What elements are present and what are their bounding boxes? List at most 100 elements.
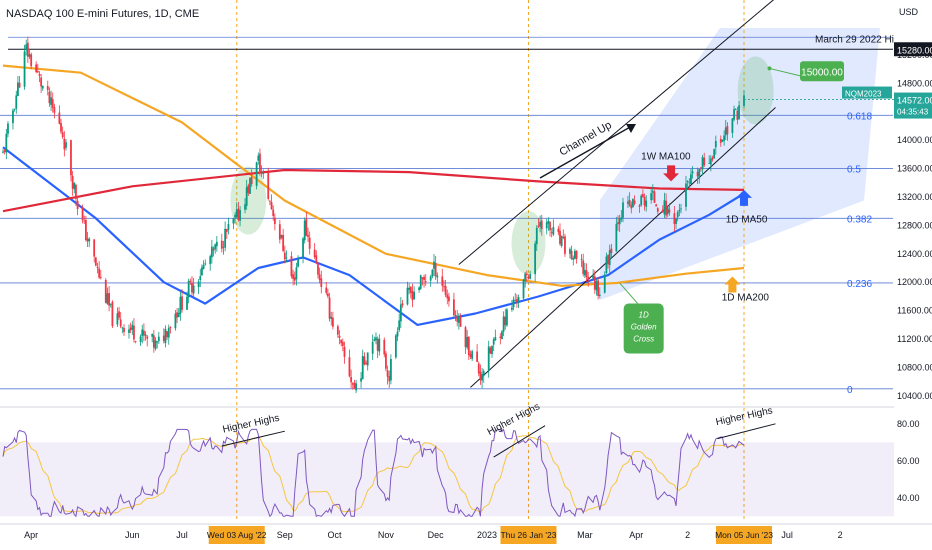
candle-body — [703, 157, 706, 166]
candle-body — [444, 285, 447, 295]
candle-body — [88, 238, 91, 242]
candle-body — [701, 157, 704, 170]
candle-body — [128, 329, 130, 333]
resistance-tag-label: 15280.00 — [897, 45, 932, 55]
candle-body — [351, 383, 354, 385]
candle-body — [529, 274, 532, 279]
candle-body — [373, 339, 376, 341]
candle-body — [176, 312, 178, 318]
candle-body — [330, 316, 333, 319]
price-tick-label: 13600.00 — [897, 164, 932, 174]
candle-body — [71, 175, 74, 189]
candle-body — [471, 351, 474, 359]
candle-body — [365, 362, 367, 365]
candle-body — [691, 171, 694, 174]
ma50-arrow — [736, 189, 752, 206]
candle-body — [111, 301, 114, 327]
candle-body — [133, 325, 135, 340]
price-tick-label: 12400.00 — [897, 249, 932, 259]
candle-body — [398, 320, 401, 331]
candle-body — [406, 287, 409, 305]
candle-body — [28, 54, 31, 57]
candle-body — [259, 153, 261, 174]
candle-body — [464, 327, 467, 348]
candle-body — [131, 324, 134, 330]
candle-body — [121, 327, 124, 329]
higher-highs-line — [221, 430, 285, 447]
candle-body — [575, 250, 578, 260]
candle-body — [524, 273, 527, 281]
candle-body — [204, 263, 207, 265]
candle-body — [162, 335, 165, 341]
candle-body — [690, 174, 692, 185]
candle-body — [638, 205, 641, 207]
candle-body — [108, 293, 110, 306]
candle-body — [232, 218, 235, 224]
candle-body — [522, 279, 525, 299]
golden-cross-box — [623, 303, 664, 354]
candle-body — [202, 265, 205, 269]
candle-body — [239, 210, 241, 221]
candle-body — [525, 273, 528, 275]
candle-body — [452, 299, 455, 316]
candle-body — [627, 201, 629, 204]
date-highlight-label: Mon 05 Jun '23 — [715, 530, 773, 540]
candle-body — [192, 285, 195, 294]
candle-body — [350, 377, 353, 383]
candle-body — [320, 278, 323, 287]
candle-body — [645, 200, 648, 207]
candle-body — [260, 171, 263, 173]
candle-body — [141, 329, 144, 336]
candle-body — [396, 331, 399, 337]
channel-highlight — [600, 28, 880, 300]
ma100-label: 1W MA100 — [641, 151, 691, 162]
candle-body — [605, 256, 608, 274]
candle-body — [361, 356, 364, 380]
candle-body — [552, 227, 555, 235]
candle-body — [297, 258, 299, 267]
candle-body — [123, 328, 125, 333]
candle-body — [93, 239, 96, 257]
candle-body — [167, 327, 170, 338]
candle-body — [574, 250, 576, 259]
candle-body — [73, 183, 76, 190]
candle-body — [650, 193, 653, 201]
candle-body — [215, 241, 218, 247]
candle-body — [504, 316, 507, 326]
candle-body — [699, 167, 702, 169]
candle-body — [661, 209, 664, 213]
candle-body — [313, 249, 316, 258]
candle-body — [336, 326, 339, 335]
time-tick-label: Jun — [125, 530, 140, 540]
candle-body — [655, 204, 658, 207]
candle-body — [572, 258, 575, 260]
candle-body — [436, 275, 439, 278]
candle-body — [278, 224, 281, 240]
candle-body — [50, 97, 52, 105]
price-tick-label: 14000.00 — [897, 135, 932, 145]
candle-body — [156, 341, 159, 343]
candle-body — [225, 229, 228, 232]
candle-body — [65, 142, 67, 148]
candle-body — [448, 296, 450, 302]
price-tick-label: 10400.00 — [897, 391, 932, 401]
candle-body — [559, 230, 561, 244]
candle-body — [98, 268, 101, 278]
candle-body — [355, 383, 357, 391]
candle-body — [714, 141, 717, 148]
candle-body — [431, 269, 434, 277]
candle-body — [401, 303, 404, 306]
candle-body — [119, 319, 122, 327]
candle-body — [738, 105, 740, 120]
time-tick-label: Oct — [328, 530, 343, 540]
candle-body — [46, 85, 49, 91]
date-highlight-tag — [500, 526, 557, 544]
time-tick-label: 2023 — [477, 530, 497, 540]
candle-body — [688, 182, 691, 184]
candle-body — [116, 313, 119, 325]
candle-body — [250, 177, 253, 185]
fib-level-label: 0.382 — [847, 214, 872, 225]
candle-body — [164, 329, 167, 344]
candle-body — [482, 371, 485, 376]
